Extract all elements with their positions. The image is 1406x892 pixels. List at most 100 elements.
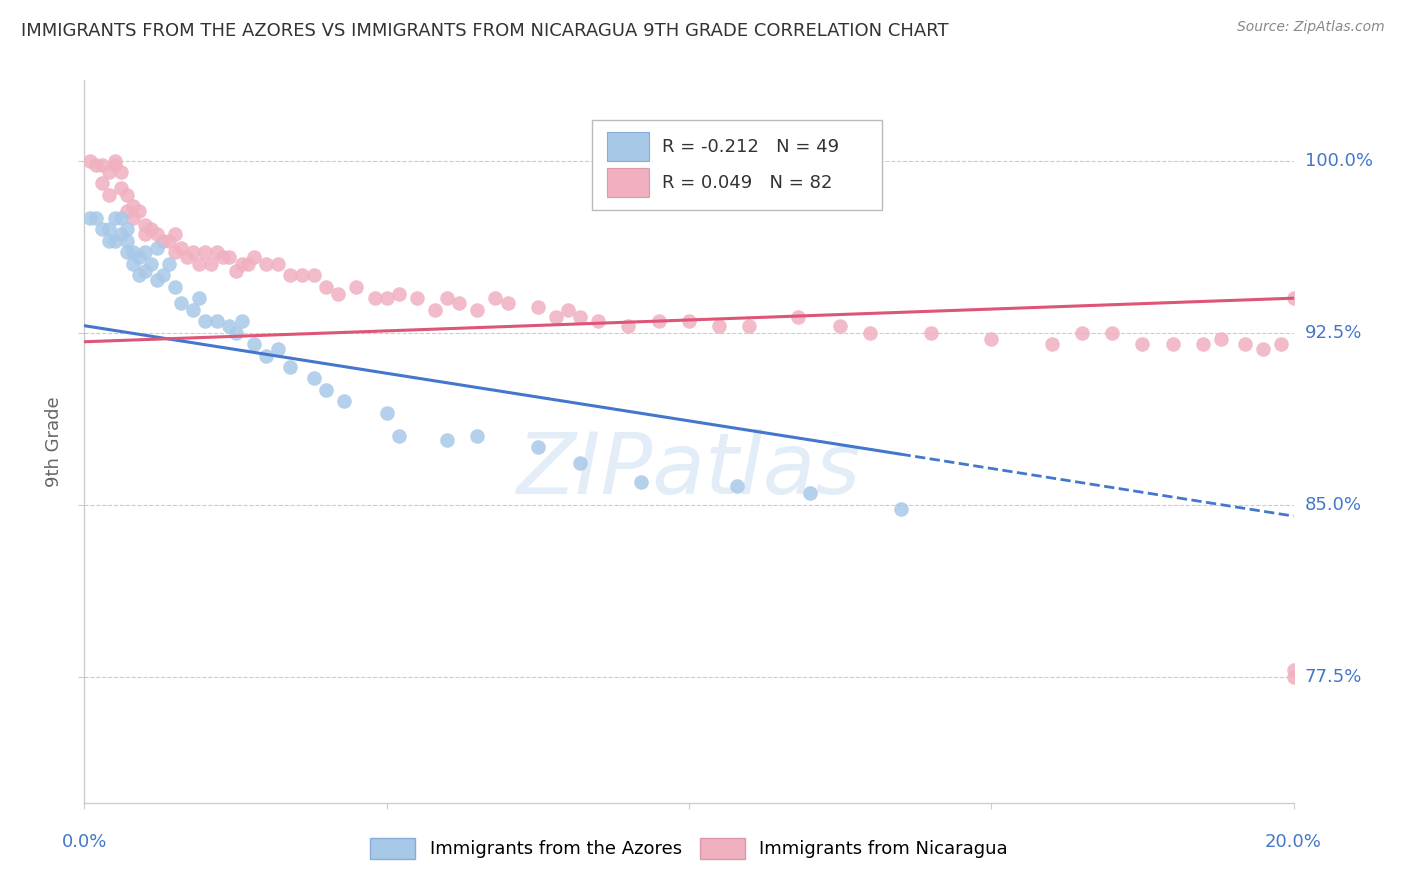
Point — [254, 349, 277, 363]
Point — [152, 268, 174, 283]
Point — [91, 158, 114, 172]
Point — [617, 318, 640, 333]
Point — [134, 227, 156, 241]
Point — [920, 326, 942, 340]
Point — [218, 318, 240, 333]
Point — [436, 291, 458, 305]
Point — [79, 211, 101, 225]
Point — [890, 502, 912, 516]
Point — [328, 286, 350, 301]
Text: 77.5%: 77.5% — [1305, 667, 1362, 686]
Point — [388, 429, 411, 443]
Text: IMMIGRANTS FROM THE AZORES VS IMMIGRANTS FROM NICARAGUA 9TH GRADE CORRELATION CH: IMMIGRANTS FROM THE AZORES VS IMMIGRANTS… — [21, 22, 949, 40]
Point — [181, 302, 204, 317]
Point — [484, 291, 506, 305]
Point — [134, 218, 156, 232]
Point — [1192, 337, 1215, 351]
Point — [859, 326, 882, 340]
Point — [134, 245, 156, 260]
Point — [315, 383, 337, 397]
Point — [97, 188, 120, 202]
Point — [110, 181, 132, 195]
Point — [121, 199, 143, 213]
Point — [1253, 342, 1275, 356]
Point — [738, 318, 761, 333]
Point — [104, 153, 127, 168]
Point — [496, 295, 519, 310]
Point — [236, 257, 259, 271]
Point — [115, 204, 138, 219]
Point — [115, 188, 138, 202]
Point — [194, 314, 217, 328]
Text: 85.0%: 85.0% — [1305, 496, 1361, 514]
Point — [146, 241, 169, 255]
Point — [104, 158, 127, 172]
Point — [115, 222, 138, 236]
Point — [527, 440, 550, 454]
Point — [242, 337, 264, 351]
Point — [786, 310, 808, 324]
Point — [121, 211, 143, 225]
Point — [569, 310, 592, 324]
Point — [176, 250, 198, 264]
Point — [678, 314, 700, 328]
Point — [799, 486, 821, 500]
Point — [1130, 337, 1153, 351]
Point — [291, 268, 314, 283]
Point — [278, 268, 301, 283]
Point — [128, 204, 150, 219]
Point — [225, 326, 247, 340]
Point — [527, 301, 550, 315]
Y-axis label: 9th Grade: 9th Grade — [45, 396, 63, 487]
Point — [557, 302, 579, 317]
Point — [467, 302, 489, 317]
Point — [86, 211, 108, 225]
Point — [267, 342, 290, 356]
Point — [86, 158, 108, 172]
Point — [375, 291, 398, 305]
FancyBboxPatch shape — [607, 132, 650, 161]
Point — [139, 257, 162, 271]
Point — [91, 222, 114, 236]
Text: R = 0.049   N = 82: R = 0.049 N = 82 — [662, 174, 832, 192]
Point — [423, 302, 446, 317]
Text: 92.5%: 92.5% — [1305, 324, 1362, 342]
Point — [170, 241, 193, 255]
Point — [449, 295, 471, 310]
Point — [91, 177, 114, 191]
Point — [157, 234, 180, 248]
Point — [121, 245, 143, 260]
Point — [333, 394, 356, 409]
Point — [104, 211, 127, 225]
Point — [97, 222, 120, 236]
FancyBboxPatch shape — [607, 169, 650, 197]
Legend: Immigrants from the Azores, Immigrants from Nicaragua: Immigrants from the Azores, Immigrants f… — [363, 830, 1015, 866]
Point — [302, 371, 325, 385]
Point — [207, 245, 229, 260]
Text: 100.0%: 100.0% — [1305, 152, 1372, 169]
Point — [980, 333, 1002, 347]
Point — [1209, 333, 1232, 347]
Text: ZIPatlas: ZIPatlas — [517, 429, 860, 512]
Point — [709, 318, 731, 333]
Point — [139, 222, 162, 236]
Point — [225, 263, 247, 277]
Point — [110, 165, 132, 179]
Point — [128, 250, 150, 264]
Point — [157, 257, 180, 271]
Point — [115, 234, 138, 248]
Point — [200, 257, 222, 271]
Point — [170, 295, 193, 310]
Text: R = -0.212   N = 49: R = -0.212 N = 49 — [662, 137, 839, 156]
Point — [104, 234, 127, 248]
Point — [115, 245, 138, 260]
Point — [181, 245, 204, 260]
Point — [1270, 337, 1292, 351]
Point — [165, 227, 187, 241]
Text: 20.0%: 20.0% — [1265, 833, 1322, 851]
Point — [207, 314, 229, 328]
Point — [242, 250, 264, 264]
Point — [188, 291, 211, 305]
Point — [725, 479, 748, 493]
Point — [1040, 337, 1063, 351]
